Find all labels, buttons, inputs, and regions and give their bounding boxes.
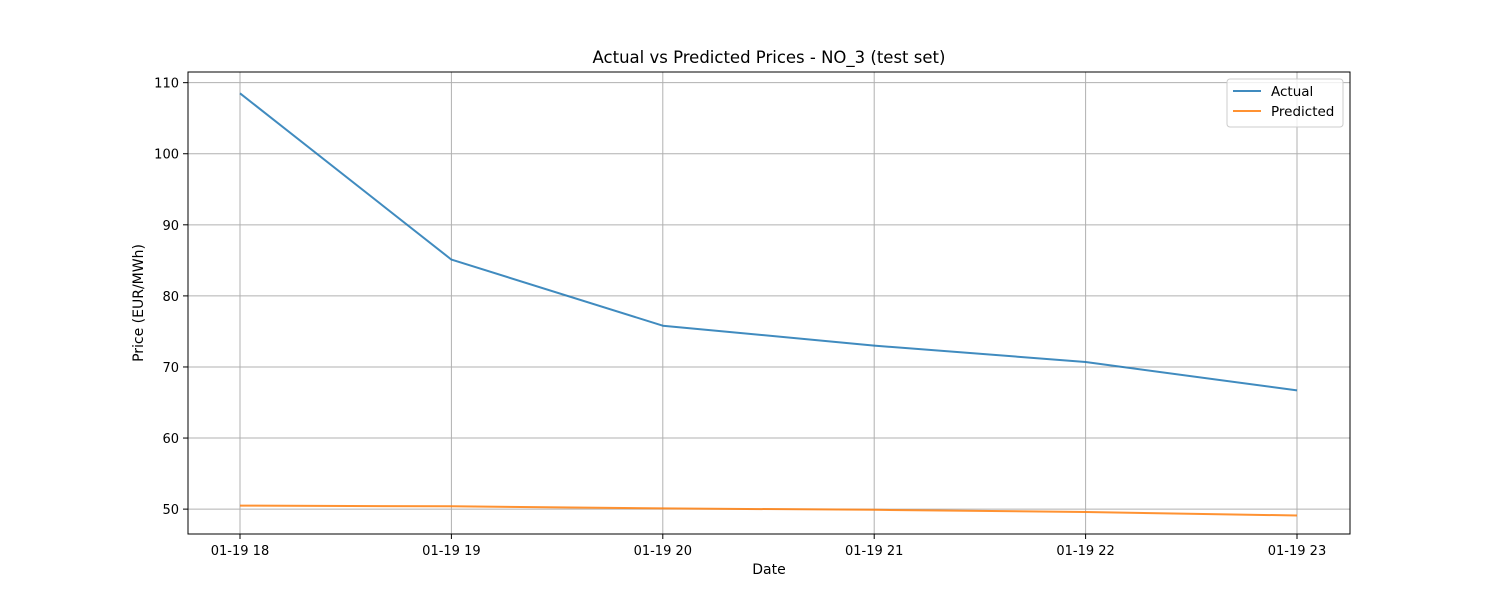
x-tick-label: 01-19 23 bbox=[1268, 544, 1326, 559]
y-tick-label: 50 bbox=[162, 503, 179, 518]
series-layer bbox=[239, 92, 1298, 517]
grid bbox=[188, 72, 1350, 534]
y-axis-title: Price (EUR/MWh) bbox=[131, 244, 147, 362]
series-line-actual bbox=[239, 92, 1298, 392]
y-tick-label: 70 bbox=[162, 361, 179, 376]
y-tick-label: 80 bbox=[162, 290, 179, 305]
legend-label-predicted: Predicted bbox=[1271, 104, 1334, 120]
x-tick-label: 01-19 22 bbox=[1056, 544, 1114, 559]
x-tick-label: 01-19 19 bbox=[422, 544, 480, 559]
y-tick-label: 90 bbox=[162, 219, 179, 234]
plot-frame bbox=[187, 71, 1351, 535]
legend-label-actual: Actual bbox=[1271, 84, 1313, 100]
legend: Actual Predicted bbox=[1226, 78, 1344, 128]
y-axis: 50 60 70 80 90 100 110 bbox=[154, 77, 188, 518]
series-line-predicted bbox=[239, 504, 1298, 517]
y-tick-label: 110 bbox=[154, 77, 179, 92]
y-tick-label: 100 bbox=[154, 148, 179, 163]
x-tick-label: 01-19 21 bbox=[845, 544, 903, 559]
x-axis-title: Date bbox=[752, 562, 785, 578]
x-tick-label: 01-19 18 bbox=[211, 544, 269, 559]
y-tick-label: 60 bbox=[162, 432, 179, 447]
x-tick-label: 01-19 20 bbox=[634, 544, 692, 559]
x-axis: 01-19 18 01-19 19 01-19 20 01-19 21 01-19 22… bbox=[211, 534, 1326, 559]
chart-title: Actual vs Predicted Prices - NO_3 (test … bbox=[593, 48, 946, 68]
